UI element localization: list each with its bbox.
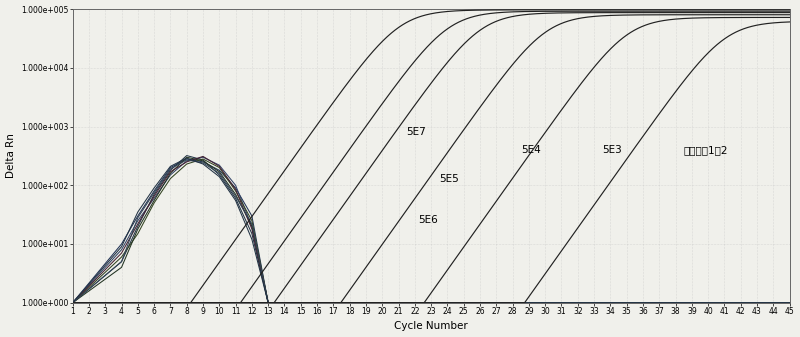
Text: 5E7: 5E7 [406,127,426,137]
Text: 5E4: 5E4 [521,145,541,155]
Y-axis label: Delta Rn: Delta Rn [6,133,15,178]
Text: 阳性标最1、2: 阳性标最1、2 [684,145,728,155]
X-axis label: Cycle Number: Cycle Number [394,321,468,332]
Text: 5E5: 5E5 [439,174,459,184]
Text: 5E3: 5E3 [602,145,622,155]
Text: 5E6: 5E6 [418,215,438,225]
